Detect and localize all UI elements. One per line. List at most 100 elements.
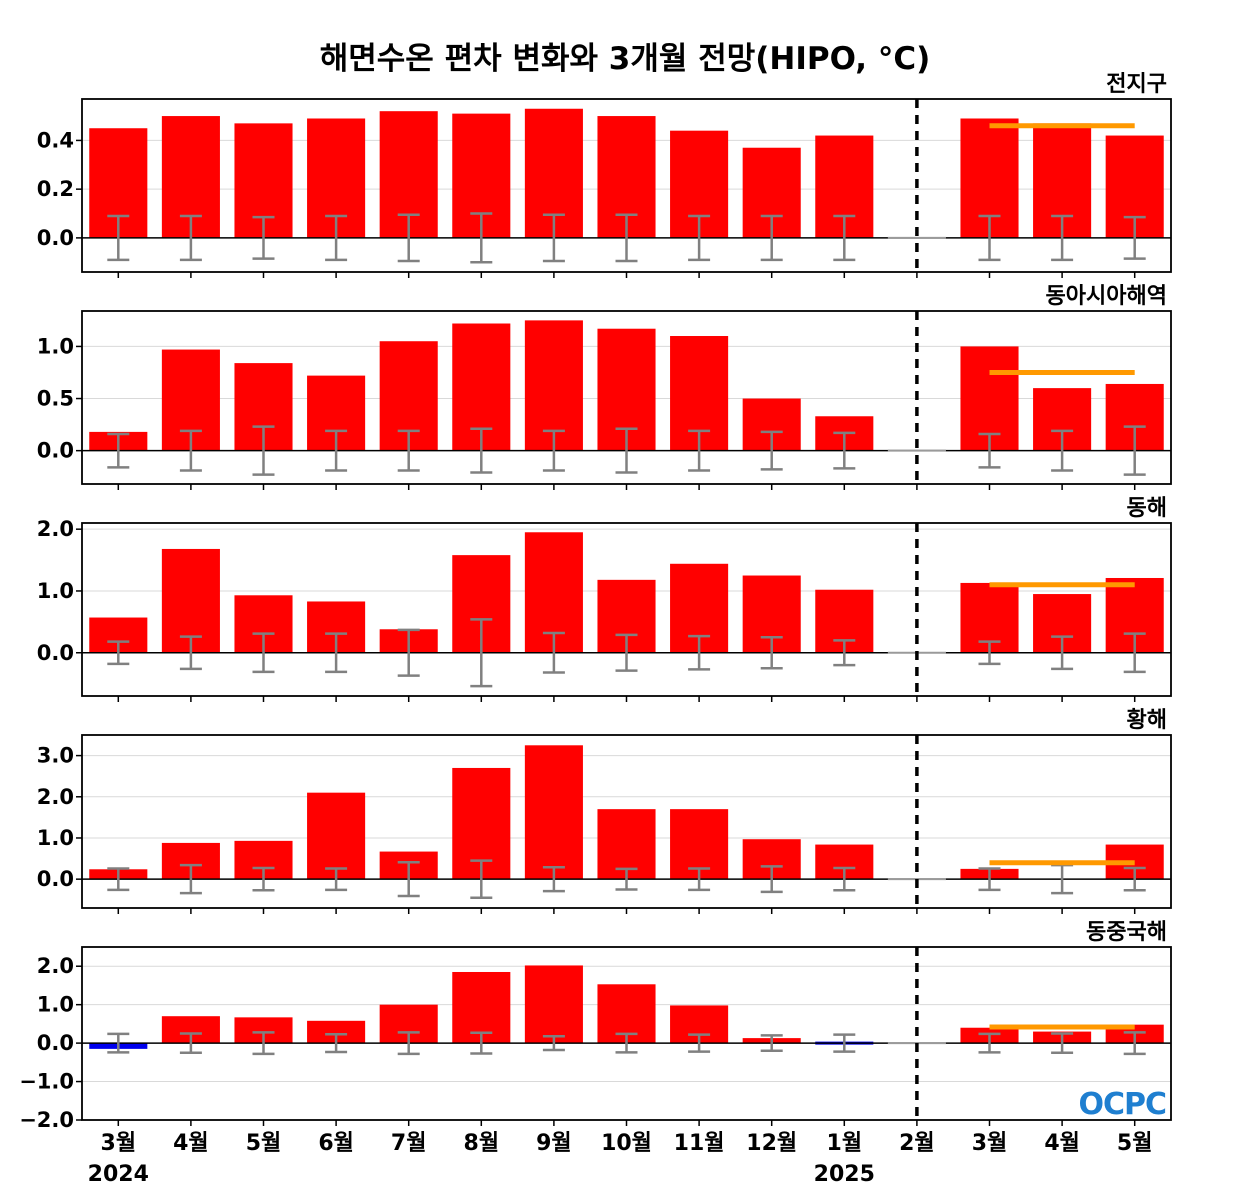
panel-title: 동해 [1127, 496, 1167, 521]
error-bar [1051, 1032, 1074, 1054]
year-label: 2025 [814, 1162, 875, 1187]
error-bar [252, 215, 275, 260]
error-bar [688, 429, 711, 472]
error-bar [252, 1031, 275, 1056]
error-bar [833, 866, 856, 892]
x-tick-label: 3월 [101, 1131, 137, 1156]
y-tick-label: 2.0 [37, 954, 74, 978]
x-tick-label: 9월 [536, 1131, 572, 1156]
error-bar [470, 618, 493, 688]
y-tick-label: 0.2 [37, 177, 74, 201]
error-bar [833, 639, 856, 667]
y-tick-label: 1.0 [37, 579, 74, 603]
error-bar [325, 632, 348, 674]
y-tick-label: 0.0 [37, 1031, 74, 1055]
error-bar [325, 429, 348, 472]
error-bar [615, 633, 638, 672]
error-bar [615, 427, 638, 474]
error-bar [978, 640, 1001, 666]
x-tick-label: 12월 [746, 1131, 797, 1156]
x-tick-label: 6월 [318, 1131, 354, 1156]
panel-2: 동아시아해역 0.0 0.5 1.0 [37, 284, 1172, 490]
chart-panels: 전지구0.00.20.4동아시아해역0.00.51.0동해0.01.02.0황해… [19, 72, 1172, 1132]
x-tick-label: 10월 [601, 1131, 652, 1156]
x-tick-label: 5월 [1117, 1131, 1153, 1156]
error-bar [688, 867, 711, 892]
error-bar [542, 213, 565, 263]
y-tick-label: 0.5 [37, 387, 74, 411]
y-tick-label: 0.4 [37, 128, 74, 152]
error-bar [1123, 866, 1146, 892]
error-bar [107, 867, 130, 892]
x-tick-label: 4월 [1044, 1131, 1080, 1156]
error-bar [397, 628, 420, 677]
year-label: 2024 [88, 1162, 149, 1187]
y-tick-label: 0.0 [37, 641, 74, 665]
error-bar [397, 429, 420, 472]
x-tick-label: 3월 [972, 1131, 1008, 1156]
error-bar [542, 1034, 565, 1052]
panel-3: 동해 0.0 1.0 2.0 [37, 496, 1172, 702]
error-bar [688, 214, 711, 262]
y-tick-label: 0.0 [37, 226, 74, 250]
error-bar [325, 1033, 348, 1054]
y-tick-label: 1.0 [37, 826, 74, 850]
error-bar [179, 635, 202, 671]
error-bar [978, 214, 1001, 262]
error-bar [760, 1034, 783, 1053]
error-bar [542, 865, 565, 893]
error-bar [615, 213, 638, 263]
error-bar [833, 431, 856, 470]
error-bar [107, 214, 130, 262]
panel-4: 황해 0.0 1.0 2.0 3.0 [37, 708, 1172, 914]
x-tick-label: 7월 [391, 1131, 427, 1156]
error-bar [470, 1031, 493, 1055]
y-tick-label: 3.0 [37, 744, 74, 768]
x-tick-label: 8월 [464, 1131, 500, 1156]
y-tick-label: 0.0 [37, 439, 74, 463]
y-tick-label: −1.0 [19, 1070, 74, 1094]
error-bar [760, 430, 783, 471]
error-bar [397, 213, 420, 263]
error-bar [760, 636, 783, 670]
error-bar [760, 214, 783, 262]
error-bar [978, 432, 1001, 469]
y-tick-label: 0.0 [37, 867, 74, 891]
error-bar [1051, 429, 1074, 472]
y-tick-label: −2.0 [19, 1108, 74, 1132]
error-bar [179, 214, 202, 262]
error-bar [615, 1032, 638, 1054]
error-bar [325, 214, 348, 262]
error-bar [179, 863, 202, 895]
error-bar [470, 859, 493, 899]
error-bar [252, 425, 275, 476]
bar [307, 1020, 366, 1044]
y-tick-label: 1.0 [37, 993, 74, 1017]
error-bar [252, 866, 275, 892]
error-bar [978, 1032, 1001, 1054]
error-bar [542, 631, 565, 674]
chart-title: 해면수온 편차 변화와 3개월 전망(HIPO, °C) [320, 41, 931, 77]
y-tick-label: 1.0 [37, 334, 74, 358]
error-bar [688, 1033, 711, 1053]
error-bar [397, 1031, 420, 1056]
x-tick-label: 11월 [674, 1131, 725, 1156]
x-axis-labels: 3월 4월 5월 6월 7월 8월 9월 10월 11월 12월 1월 2월 3월 4월 5월 2024 202… [88, 1131, 1153, 1187]
panel-frame [81, 946, 1172, 1121]
error-bar [1123, 1031, 1146, 1056]
panel-frame [81, 310, 1172, 485]
error-bar [760, 865, 783, 894]
error-bar [179, 1032, 202, 1054]
error-bar [1051, 635, 1074, 671]
bar [307, 792, 366, 880]
error-bar [107, 640, 130, 666]
panel-title: 전지구 [1106, 72, 1167, 97]
panel-frame [81, 98, 1172, 273]
error-bar [1123, 425, 1146, 476]
panel-title: 동아시아해역 [1046, 284, 1167, 309]
panel-frame [81, 734, 1172, 909]
error-bar [325, 867, 348, 892]
error-bar [397, 861, 420, 898]
bar [524, 965, 583, 1044]
